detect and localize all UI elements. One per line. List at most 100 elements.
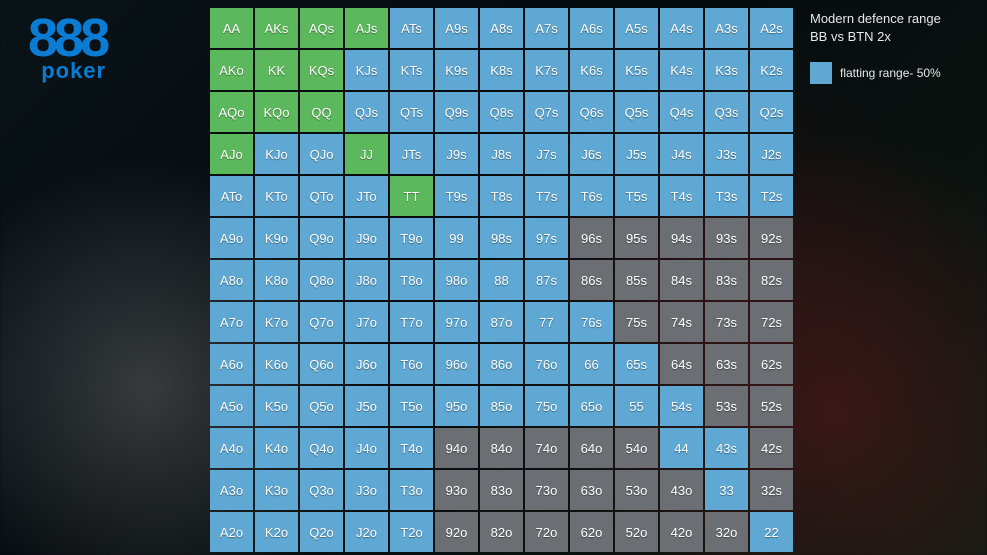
hand-cell-66: 66: [570, 344, 613, 384]
hand-cell-93s: 93s: [705, 218, 748, 258]
hand-cell-K2s: K2s: [750, 50, 793, 90]
hand-cell-54s: 54s: [660, 386, 703, 426]
hand-cell-53s: 53s: [705, 386, 748, 426]
hand-cell-64o: 64o: [570, 428, 613, 468]
hand-cell-K9o: K9o: [255, 218, 298, 258]
hand-cell-84s: 84s: [660, 260, 703, 300]
hand-cell-K6o: K6o: [255, 344, 298, 384]
hand-cell-J5s: J5s: [615, 134, 658, 174]
hand-cell-Q9s: Q9s: [435, 92, 478, 132]
hand-cell-T9o: T9o: [390, 218, 433, 258]
hand-cell-92s: 92s: [750, 218, 793, 258]
hand-cell-85s: 85s: [615, 260, 658, 300]
hand-cell-J6s: J6s: [570, 134, 613, 174]
hand-cell-QJo: QJo: [300, 134, 343, 174]
hand-cell-AKs: AKs: [255, 8, 298, 48]
hand-cell-K8o: K8o: [255, 260, 298, 300]
hand-cell-52o: 52o: [615, 512, 658, 552]
hand-cell-ATs: ATs: [390, 8, 433, 48]
side-panel: Modern defence range BB vs BTN 2x flatti…: [810, 10, 941, 84]
hand-cell-A4s: A4s: [660, 8, 703, 48]
hand-cell-Q2s: Q2s: [750, 92, 793, 132]
hand-cell-T3s: T3s: [705, 176, 748, 216]
hand-cell-K5o: K5o: [255, 386, 298, 426]
range-grid: AAAKsAQsAJsATsA9sA8sA7sA6sA5sA4sA3sA2sAK…: [210, 8, 793, 552]
hand-cell-K3s: K3s: [705, 50, 748, 90]
hand-cell-Q7s: Q7s: [525, 92, 568, 132]
hand-cell-95o: 95o: [435, 386, 478, 426]
hand-cell-T4s: T4s: [660, 176, 703, 216]
hand-cell-T9s: T9s: [435, 176, 478, 216]
hand-cell-AJs: AJs: [345, 8, 388, 48]
hand-cell-J6o: J6o: [345, 344, 388, 384]
hand-cell-A6s: A6s: [570, 8, 613, 48]
hand-cell-55: 55: [615, 386, 658, 426]
hand-cell-KTo: KTo: [255, 176, 298, 216]
hand-cell-A8s: A8s: [480, 8, 523, 48]
hand-cell-62s: 62s: [750, 344, 793, 384]
hand-cell-J3s: J3s: [705, 134, 748, 174]
hand-cell-K4o: K4o: [255, 428, 298, 468]
hand-cell-97s: 97s: [525, 218, 568, 258]
hand-cell-JTo: JTo: [345, 176, 388, 216]
hand-cell-T6o: T6o: [390, 344, 433, 384]
hand-cell-22: 22: [750, 512, 793, 552]
hand-cell-84o: 84o: [480, 428, 523, 468]
hand-cell-J2o: J2o: [345, 512, 388, 552]
hand-cell-96s: 96s: [570, 218, 613, 258]
hand-cell-Q6s: Q6s: [570, 92, 613, 132]
hand-cell-Q4o: Q4o: [300, 428, 343, 468]
logo-top: 888: [28, 14, 106, 63]
hand-cell-Q2o: Q2o: [300, 512, 343, 552]
hand-cell-T4o: T4o: [390, 428, 433, 468]
hand-cell-73o: 73o: [525, 470, 568, 510]
hand-cell-96o: 96o: [435, 344, 478, 384]
hand-cell-64s: 64s: [660, 344, 703, 384]
hand-cell-T6s: T6s: [570, 176, 613, 216]
hand-cell-92o: 92o: [435, 512, 478, 552]
hand-cell-AQo: AQo: [210, 92, 253, 132]
hand-cell-Q7o: Q7o: [300, 302, 343, 342]
hand-cell-J7s: J7s: [525, 134, 568, 174]
hand-cell-KQs: KQs: [300, 50, 343, 90]
hand-cell-J2s: J2s: [750, 134, 793, 174]
hand-cell-A4o: A4o: [210, 428, 253, 468]
hand-cell-Q4s: Q4s: [660, 92, 703, 132]
hand-cell-42o: 42o: [660, 512, 703, 552]
hand-cell-73s: 73s: [705, 302, 748, 342]
hand-cell-AQs: AQs: [300, 8, 343, 48]
hand-cell-J8s: J8s: [480, 134, 523, 174]
legend-label: flatting range- 50%: [840, 65, 941, 82]
hand-cell-62o: 62o: [570, 512, 613, 552]
hand-cell-ATo: ATo: [210, 176, 253, 216]
hand-cell-83o: 83o: [480, 470, 523, 510]
hand-cell-Q3s: Q3s: [705, 92, 748, 132]
hand-cell-T7s: T7s: [525, 176, 568, 216]
hand-cell-KQo: KQo: [255, 92, 298, 132]
hand-cell-K5s: K5s: [615, 50, 658, 90]
hand-cell-65o: 65o: [570, 386, 613, 426]
hand-cell-J9o: J9o: [345, 218, 388, 258]
hand-cell-85o: 85o: [480, 386, 523, 426]
hand-cell-A5s: A5s: [615, 8, 658, 48]
hand-cell-Q6o: Q6o: [300, 344, 343, 384]
title-line-2: BB vs BTN 2x: [810, 28, 941, 46]
hand-cell-A9s: A9s: [435, 8, 478, 48]
hand-cell-QTs: QTs: [390, 92, 433, 132]
hand-cell-94o: 94o: [435, 428, 478, 468]
hand-cell-86s: 86s: [570, 260, 613, 300]
hand-cell-AKo: AKo: [210, 50, 253, 90]
hand-cell-Q8o: Q8o: [300, 260, 343, 300]
hand-cell-T5s: T5s: [615, 176, 658, 216]
hand-cell-44: 44: [660, 428, 703, 468]
hand-cell-Q5o: Q5o: [300, 386, 343, 426]
hand-cell-43s: 43s: [705, 428, 748, 468]
hand-cell-K4s: K4s: [660, 50, 703, 90]
hand-cell-QQ: QQ: [300, 92, 343, 132]
hand-cell-93o: 93o: [435, 470, 478, 510]
hand-cell-JJ: JJ: [345, 134, 388, 174]
hand-cell-A7s: A7s: [525, 8, 568, 48]
hand-cell-K7o: K7o: [255, 302, 298, 342]
hand-cell-88: 88: [480, 260, 523, 300]
hand-cell-83s: 83s: [705, 260, 748, 300]
